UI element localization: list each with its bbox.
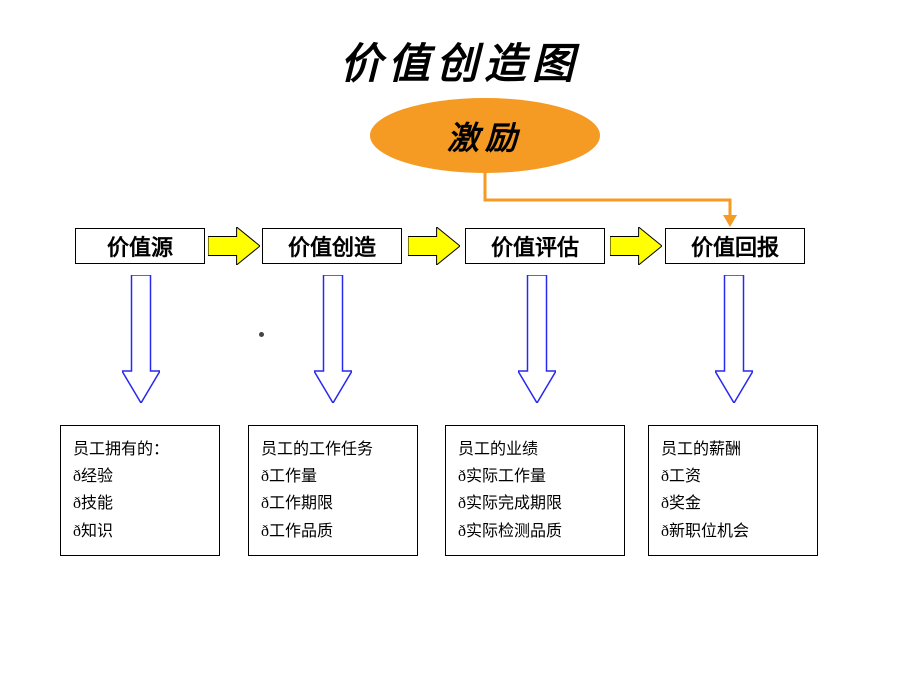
h-arrow-1	[208, 227, 260, 265]
stage-label: 价值源	[107, 230, 173, 262]
stage-reward: 价值回报	[665, 228, 805, 264]
detail-evaluate: 员工的业绩ð实际工作量ð实际完成期限ð实际检测品质	[445, 425, 625, 556]
detail-item: ð经验	[73, 463, 207, 490]
v-arrow-3	[518, 275, 556, 403]
stage-label: 价值评估	[491, 230, 579, 262]
detail-source: 员工拥有的：ð经验ð技能ð知识	[60, 425, 220, 556]
incentive-ellipse: 激励	[370, 98, 600, 173]
v-arrow-1	[122, 275, 160, 403]
stage-source: 价值源	[75, 228, 205, 264]
stray-dot	[259, 332, 264, 337]
h-arrow-3	[610, 227, 662, 265]
diagram-title: 价值创造图	[0, 30, 920, 91]
v-arrow-4	[715, 275, 753, 403]
h-arrow-2	[408, 227, 460, 265]
detail-header: 员工拥有的：	[73, 436, 207, 463]
detail-header: 员工的工作任务	[261, 436, 405, 463]
detail-item: ð实际检测品质	[458, 518, 612, 545]
detail-header: 员工的业绩	[458, 436, 612, 463]
detail-item: ð工作品质	[261, 518, 405, 545]
stage-label: 价值创造	[288, 230, 376, 262]
detail-item: ð实际完成期限	[458, 490, 612, 517]
detail-item: ð新职位机会	[661, 518, 805, 545]
incentive-label: 激励	[447, 113, 523, 159]
detail-item: ð奖金	[661, 490, 805, 517]
stage-label: 价值回报	[691, 230, 779, 262]
detail-item: ð技能	[73, 490, 207, 517]
detail-item: ð实际工作量	[458, 463, 612, 490]
stage-evaluate: 价值评估	[465, 228, 605, 264]
detail-create: 员工的工作任务ð工作量ð工作期限ð工作品质	[248, 425, 418, 556]
stage-create: 价值创造	[262, 228, 402, 264]
detail-reward: 员工的薪酬ð工资ð奖金ð新职位机会	[648, 425, 818, 556]
detail-item: ð工资	[661, 463, 805, 490]
detail-item: ð知识	[73, 518, 207, 545]
detail-header: 员工的薪酬	[661, 436, 805, 463]
detail-item: ð工作量	[261, 463, 405, 490]
v-arrow-2	[314, 275, 352, 403]
detail-item: ð工作期限	[261, 490, 405, 517]
